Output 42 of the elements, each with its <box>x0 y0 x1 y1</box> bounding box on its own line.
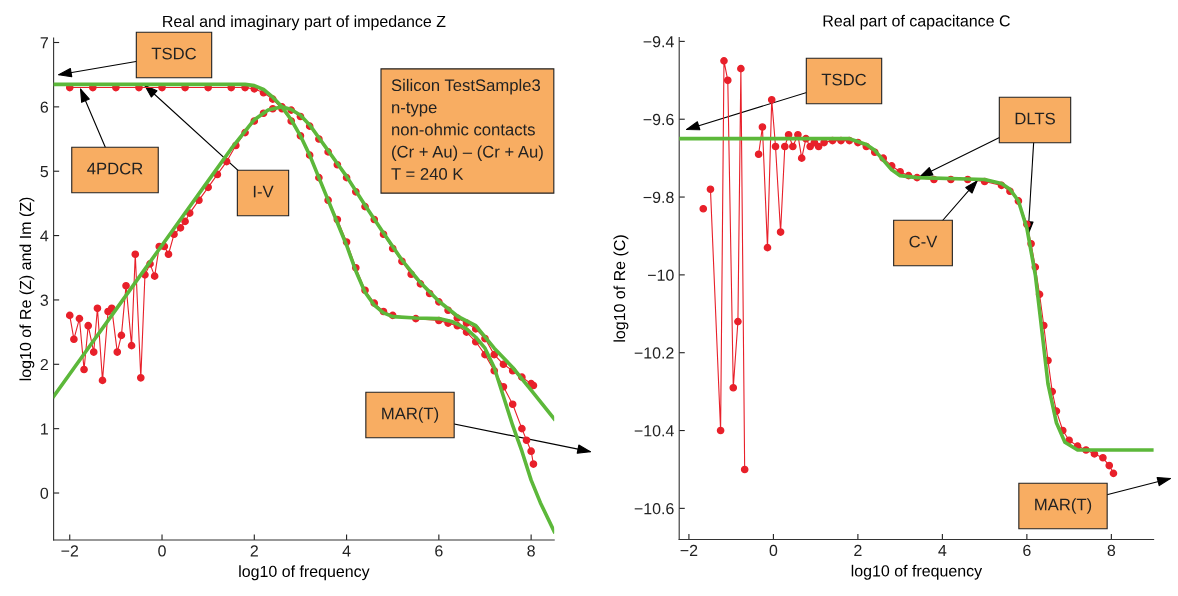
y-tick-label: 7 <box>40 37 48 49</box>
y-tick-label: 6 <box>40 101 49 113</box>
y-tick-label: 0 <box>40 487 49 499</box>
y-tick-label: −10.4 <box>634 425 674 437</box>
x-tick-label: −2 <box>680 544 698 556</box>
y-tick-label: −9.6 <box>643 113 674 126</box>
x-axis-title: log10 of frequency <box>851 564 983 580</box>
y-tick-label: 4 <box>40 230 49 242</box>
y-tick-label: 1 <box>41 423 48 435</box>
x-tick-label: −2 <box>61 545 79 557</box>
annotation: I-V <box>253 185 274 198</box>
x-tick-label: 6 <box>1023 544 1031 557</box>
x-axis-title: log10 of frequency <box>239 565 370 581</box>
x-tick-label: 2 <box>250 545 258 557</box>
x-tick-label: 4 <box>342 545 351 557</box>
x-tick-label: 2 <box>854 544 862 556</box>
y-tick-label: −10.2 <box>634 347 674 359</box>
annotation: TSDC <box>151 47 197 60</box>
x-tick-label: 8 <box>1107 544 1116 557</box>
annotation: 4PDCR <box>87 162 143 175</box>
annotation: MAR(T) <box>382 407 439 423</box>
annotation: TSDC <box>821 73 867 86</box>
y-tick-label: 2 <box>40 358 48 371</box>
y-axis-title: log10 of Re (C) <box>613 235 629 342</box>
x-tick-label: 0 <box>158 545 166 557</box>
y-tick-label: −9.4 <box>643 36 674 48</box>
chart-title: Real and imaginary part of impedance Z <box>163 15 446 31</box>
y-tick-label: −10.6 <box>634 503 674 515</box>
annotation: MAR(T) <box>1035 498 1092 514</box>
y-tick-label: 3 <box>40 294 49 306</box>
annotation: Silicon TestSample3 n-type non-ohmic contacts (Cr + Au) – (Cr + Au) T = 240 K <box>391 78 543 180</box>
y-tick-label: −10 <box>648 269 674 281</box>
x-tick-label: 4 <box>938 544 947 556</box>
x-tick-label: 8 <box>527 545 535 557</box>
y-tick-label: −9.8 <box>643 191 674 203</box>
x-tick-label: 0 <box>769 544 778 557</box>
chart-title: Real part of capacitance C <box>823 14 1010 30</box>
x-tick-label: 6 <box>435 545 443 557</box>
y-tick-label: 5 <box>40 166 49 178</box>
annotation: DLTS <box>1015 112 1055 125</box>
annotation: C-V <box>909 235 938 248</box>
y-axis-title: log10 of Re (Z) and Im (Z) <box>19 197 35 381</box>
